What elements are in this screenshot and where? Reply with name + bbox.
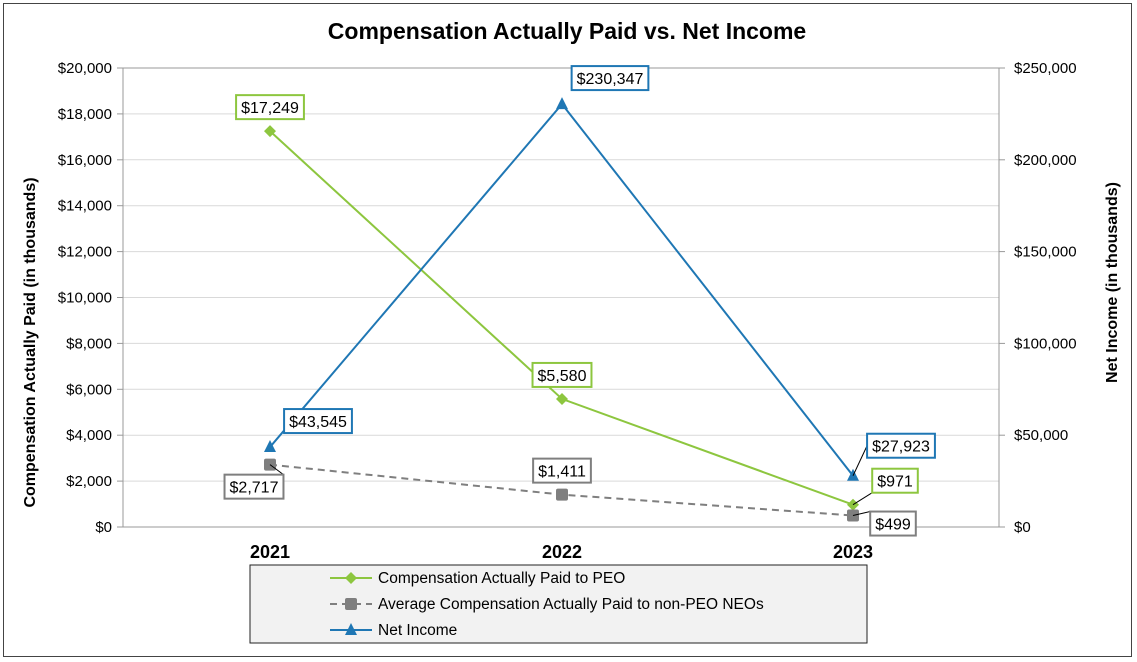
- left-tick-label: $0: [95, 519, 112, 536]
- data-label-text: $5,580: [538, 368, 587, 385]
- right-tick-label: $150,000: [1014, 244, 1077, 261]
- left-tick-label: $14,000: [58, 198, 112, 215]
- left-tick-label: $16,000: [58, 152, 112, 169]
- left-tick-label: $18,000: [58, 106, 112, 123]
- legend-item: Net Income: [330, 622, 457, 639]
- right-tick-label: $100,000: [1014, 335, 1077, 352]
- data-point-diamond: [556, 392, 568, 405]
- data-label: $499: [852, 510, 917, 537]
- data-label-leader: [852, 445, 868, 476]
- data-label: $17,249: [235, 94, 305, 121]
- data-point-square: [556, 488, 568, 501]
- right-tick-label: $0: [1014, 519, 1031, 536]
- left-tick-label: $10,000: [58, 290, 112, 307]
- x-axis-ticks: 2021 2022 2023: [250, 542, 873, 562]
- data-label-box: [235, 94, 305, 121]
- legend-label: Net Income: [378, 622, 457, 639]
- data-label-box: [283, 408, 353, 435]
- series-non-peo-neos: [264, 458, 859, 522]
- legend-item: Average Compensation Actually Paid to no…: [330, 596, 764, 613]
- left-axis-title: Compensation Actually Paid (in thousands…: [22, 177, 39, 507]
- right-tick-label: $50,000: [1014, 427, 1068, 444]
- data-label: $43,545: [283, 408, 353, 435]
- left-tick-label: $4,000: [66, 427, 112, 444]
- data-point-triangle: [345, 623, 357, 635]
- data-label-box: [532, 457, 592, 484]
- data-label: $27,923: [852, 432, 936, 476]
- left-axis-ticks: $0 $2,000 $4,000 $6,000 $8,000 $10,000 $12,000…: [58, 60, 123, 536]
- data-label-box: [223, 473, 285, 500]
- left-tick-label: $8,000: [66, 335, 112, 352]
- data-label-box: [866, 432, 936, 459]
- data-point-square: [345, 598, 357, 610]
- series-net-income: [264, 97, 859, 481]
- legend-label: Average Compensation Actually Paid to no…: [378, 596, 764, 613]
- x-tick-label: 2021: [250, 542, 290, 562]
- data-label-text: $971: [877, 474, 913, 491]
- legend: Compensation Actually Paid to PEO Average…: [249, 564, 868, 644]
- data-label: $2,717: [223, 464, 285, 500]
- data-point-triangle: [264, 440, 276, 453]
- left-tick-label: $6,000: [66, 381, 112, 398]
- x-tick-label: 2023: [833, 542, 873, 562]
- data-label: $5,580: [531, 361, 593, 388]
- right-tick-label: $200,000: [1014, 152, 1077, 169]
- data-label-text: $27,923: [872, 439, 930, 456]
- chart-title: Compensation Actually Paid vs. Net Incom…: [328, 18, 806, 44]
- legend-item: Compensation Actually Paid to PEO: [330, 570, 625, 587]
- series-layer: [264, 97, 859, 522]
- legend-items: Compensation Actually Paid to PEO Average…: [330, 570, 764, 639]
- data-label-text: $43,545: [289, 414, 347, 431]
- left-tick-label: $12,000: [58, 244, 112, 261]
- series-peo: [264, 125, 859, 511]
- data-label-box: [570, 65, 650, 92]
- data-point-triangle: [556, 97, 568, 110]
- right-tick-label: $250,000: [1014, 60, 1077, 77]
- data-label: $971: [852, 467, 919, 506]
- data-label-text: $1,411: [538, 464, 586, 481]
- data-label-box: [531, 361, 593, 388]
- data-label-text: $17,249: [241, 100, 299, 117]
- data-label-leader: [269, 464, 284, 476]
- data-label-leader: [852, 511, 871, 517]
- data-label-text: $2,717: [230, 480, 279, 497]
- data-point-diamond: [345, 572, 357, 584]
- data-labels: $17,249 $5,580 $971 $2,717 $1,411 $499 $43,545…: [223, 65, 936, 537]
- right-axis-title: Net Income (in thousands): [1104, 182, 1121, 383]
- data-point-diamond: [264, 125, 276, 138]
- data-label-text: $230,347: [577, 71, 644, 88]
- data-label-box: [869, 510, 917, 537]
- series-line: [269, 130, 854, 506]
- data-label-text: $499: [875, 517, 911, 534]
- x-tick-label: 2022: [542, 542, 582, 562]
- left-tick-label: $2,000: [66, 473, 112, 490]
- data-label: $230,347: [570, 65, 650, 92]
- legend-label: Compensation Actually Paid to PEO: [378, 570, 625, 587]
- right-axis-ticks: $0 $50,000 $100,000 $150,000 $200,000 $250,00…: [999, 60, 1077, 536]
- left-tick-label: $20,000: [58, 60, 112, 77]
- data-label-box: [871, 467, 919, 494]
- data-label: $1,411: [532, 457, 592, 484]
- data-label-leader: [852, 492, 873, 506]
